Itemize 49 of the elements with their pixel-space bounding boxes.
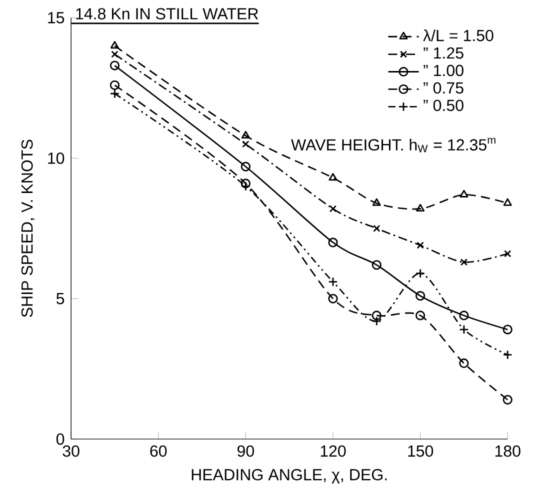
point xyxy=(111,50,118,58)
point xyxy=(459,324,469,335)
point xyxy=(504,250,512,258)
legend-label: ” 0.50 xyxy=(424,100,464,112)
x-tick-label: 150 xyxy=(408,446,434,457)
point xyxy=(329,205,337,213)
point xyxy=(459,310,469,321)
point xyxy=(110,80,120,90)
annotation: WAVE HEIGHT. h$_{W}$ = 12.35$^{m}$ xyxy=(291,138,496,152)
x-tick-label: 120 xyxy=(320,446,346,457)
x-tick-label: 60 xyxy=(150,446,167,457)
point xyxy=(415,268,426,278)
point xyxy=(372,260,382,270)
point xyxy=(110,41,119,49)
legend-label: λ/L = 1.50 xyxy=(423,30,494,42)
point xyxy=(503,198,512,206)
point xyxy=(460,190,468,198)
point xyxy=(502,395,512,405)
point xyxy=(372,198,381,206)
y-tick-label: 10 xyxy=(48,152,64,164)
point xyxy=(415,291,426,301)
point xyxy=(460,258,468,266)
point xyxy=(328,238,338,248)
legend-label: ” 0.75 xyxy=(424,82,464,94)
y-axis-title: SHIP SPEED, V. KNOTS xyxy=(21,140,35,318)
legend-label: ” 1.00 xyxy=(424,65,464,76)
y-tick-label: 5 xyxy=(56,293,64,304)
point xyxy=(459,358,469,368)
point xyxy=(110,60,120,71)
point xyxy=(372,310,382,321)
x-tick-label: 90 xyxy=(238,446,254,457)
point xyxy=(241,131,250,139)
point xyxy=(416,204,425,212)
point xyxy=(328,294,338,304)
point xyxy=(416,242,424,250)
point xyxy=(240,178,251,189)
y-tick-label: 0 xyxy=(56,434,64,446)
ref-line-label: 14.8 Kn IN STILL WATER xyxy=(76,8,258,20)
x-tick-label: 180 xyxy=(495,446,520,457)
point xyxy=(240,162,251,172)
point xyxy=(373,225,380,232)
y-tick-label: 15 xyxy=(48,12,64,24)
x-tick-label: 30 xyxy=(62,446,80,457)
point xyxy=(415,310,426,321)
legend-label: ” 1.25 xyxy=(424,48,464,59)
x-axis-title: HEADING ANGLE, χ, DEG. xyxy=(192,469,387,484)
point xyxy=(328,173,338,181)
point xyxy=(242,140,250,148)
point xyxy=(502,324,512,335)
